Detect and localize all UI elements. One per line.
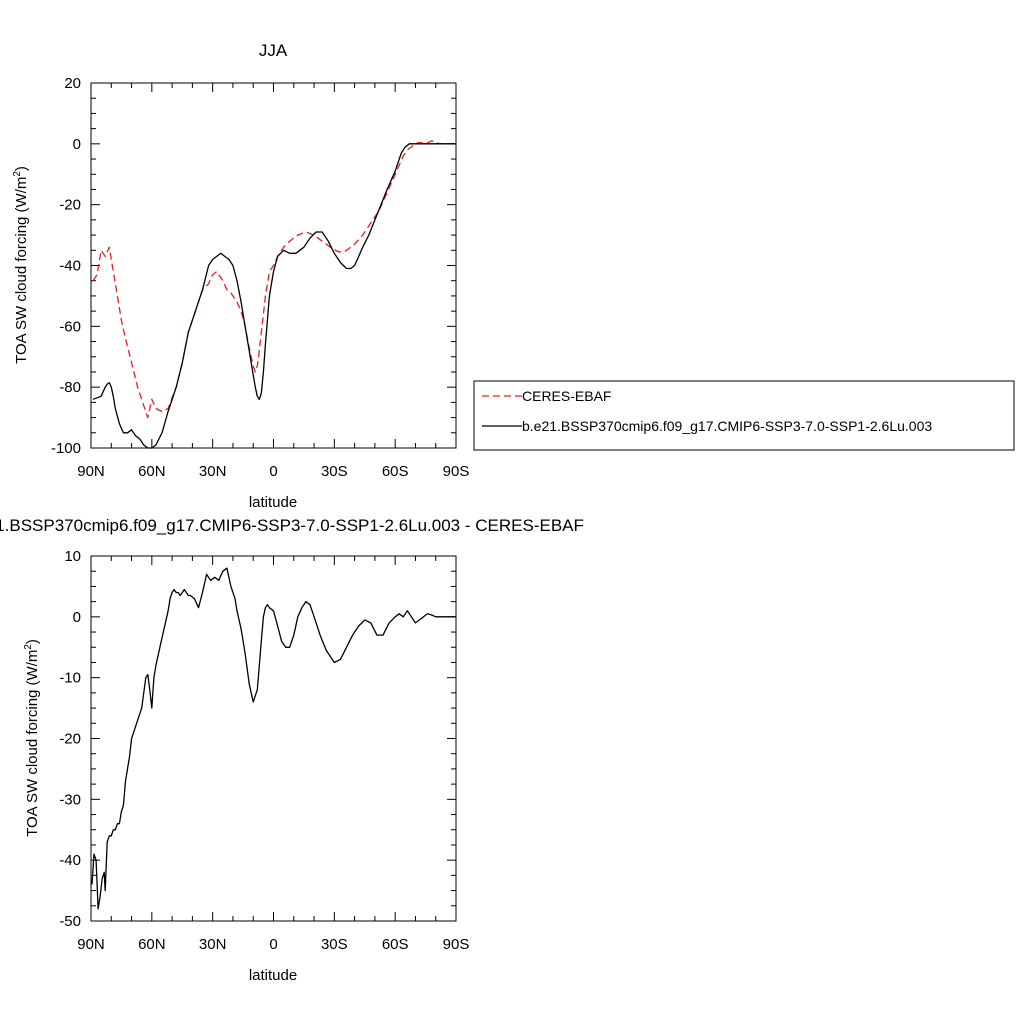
bottom-y-tick-label: 10: [64, 548, 81, 565]
bottom-x-tick-label: 90N: [77, 936, 105, 953]
top-x-tick-label: 90N: [77, 463, 105, 480]
top-y-axis-label: TOA SW cloud forcing (W/m2): [12, 166, 30, 364]
legend-label-model: b.e21.BSSP370cmip6.f09_g17.CMIP6-SSP3-7.…: [522, 418, 932, 434]
bottom-y-tick-labels: 10 0 -10 -20 -30 -40 -50: [59, 548, 81, 930]
bottom-series-lines: [91, 567, 456, 910]
bottom-plot-title: b.e21.BSSP370cmip6.f09_g17.CMIP6-SSP3-7.…: [0, 516, 584, 535]
top-x-tick-label: 30S: [321, 463, 348, 480]
top-panel: JJA 90N 60N 30N 0 30S 60S 90S 20 0 -20 -40 -60 -80 -…: [12, 41, 469, 511]
top-x-tick-label: 60N: [138, 463, 166, 480]
bottom-y-tick-label: -20: [59, 731, 81, 748]
top-series-lines: [92, 140, 456, 449]
top-y-tick-label: -40: [59, 258, 81, 275]
top-x-axis-label: latitude: [249, 494, 297, 511]
top-y-tick-label: 20: [64, 75, 81, 92]
top-y-tick-labels: 20 0 -20 -40 -60 -80 -100: [51, 75, 81, 457]
top-x-tick-labels: 90N 60N 30N 0 30S 60S 90S: [77, 463, 469, 480]
bottom-panel: b.e21.BSSP370cmip6.f09_g17.CMIP6-SSP3-7.…: [0, 516, 584, 984]
bottom-x-tick-label: 60N: [138, 936, 166, 953]
top-y-tick-label: -20: [59, 197, 81, 214]
bottom-x-tick-label: 90S: [443, 936, 470, 953]
top-x-tick-label: 90S: [443, 463, 470, 480]
top-ticks: [90, 82, 457, 449]
top-y-tick-label: -60: [59, 318, 81, 335]
top-series-line-0: [92, 140, 456, 419]
top-x-tick-label: 0: [269, 463, 277, 480]
top-y-tick-label: -80: [59, 379, 81, 396]
legend-box: [473, 380, 1015, 451]
bottom-y-tick-label: 0: [73, 609, 81, 626]
legend-label-ceres: CERES-EBAF: [522, 388, 611, 404]
top-plot-title: JJA: [259, 41, 288, 60]
bottom-x-tick-label: 30S: [321, 936, 348, 953]
bottom-y-axis-label: TOA SW cloud forcing (W/m2): [23, 639, 41, 837]
bottom-series-line-0: [91, 567, 456, 910]
top-x-tick-label: 30N: [199, 463, 227, 480]
bottom-x-axis-label: latitude: [249, 967, 297, 984]
legend: CERES-EBAF b.e21.BSSP370cmip6.f09_g17.CM…: [473, 380, 1015, 451]
bottom-x-tick-label: 0: [269, 936, 277, 953]
bottom-y-tick-label: -10: [59, 670, 81, 687]
top-y-tick-label: -100: [51, 440, 81, 457]
bottom-y-tick-label: -40: [59, 852, 81, 869]
bottom-x-tick-label: 60S: [382, 936, 409, 953]
top-x-tick-label: 60S: [382, 463, 409, 480]
top-y-tick-label: 0: [73, 136, 81, 153]
bottom-y-tick-label: -30: [59, 791, 81, 808]
bottom-x-tick-label: 30N: [199, 936, 227, 953]
bottom-y-tick-label: -50: [59, 913, 81, 930]
bottom-x-tick-labels: 90N 60N 30N 0 30S 60S 90S: [77, 936, 469, 953]
top-series-line-1: [92, 143, 456, 449]
